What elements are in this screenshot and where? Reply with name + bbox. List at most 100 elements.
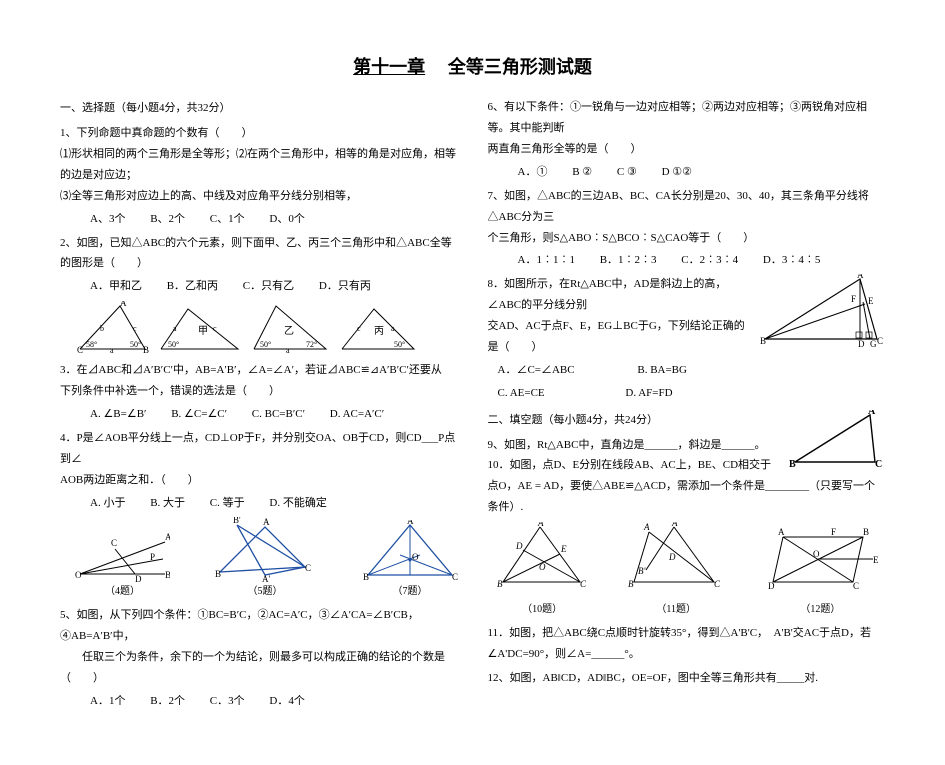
q12-text: 12、如图，AB‖CD，AD‖BC，OE=OF，图中全等三角形共有_____对. [488,672,818,684]
svg-text:A: A [263,517,270,527]
svg-text:O: O [813,549,820,559]
svg-text:D: D [858,339,865,349]
question-8: A BC DG FE 8．如图所示，在Rt△ABC中，AD是斜边上的高，∠ABC… [488,274,886,405]
svg-text:F: F [831,527,836,537]
page-subtitle: 全等三角形测试题 [448,57,592,77]
q8-opt-a: A．∠C=∠ABC [498,360,575,381]
question-6: 6、有以下条件：①一锐角与一边对应相等；②两边对应相等；③两锐角对应相等。其中能… [488,97,886,183]
q2-opt-d: D．只有丙 [319,276,371,297]
q11-figure: A B C A' B' D [624,522,729,592]
question-11: 11．如图，把△ABC绕C点顺时针旋转35°，得到△A'B'C， A'B'交AC… [488,623,886,665]
svg-text:A': A' [671,522,680,528]
q4-caption: （4题） [75,582,170,601]
svg-text:C: C [877,336,883,346]
svg-text:c: c [357,324,361,333]
q7-opt-d: D．3︰4︰5 [763,250,820,271]
svg-text:A: A [868,410,876,417]
question-12: 12、如图，AB‖CD，AD‖BC，OE=OF，图中全等三角形共有_____对. [488,668,886,689]
q2-fig-abc: CAB 58°50° bca [75,301,150,356]
q7-figure: AB CO [360,520,460,582]
svg-text:C: C [77,345,83,355]
q2-fig-jia: 甲 50° ac [158,301,243,356]
q7-opt-b: B．1︰2︰3 [600,250,657,271]
question-2: 2、如图，已知△ABC的六个元素，则下面甲、乙、丙三个三角形中和△ABC全等的图… [60,233,458,357]
svg-text:B: B [363,572,369,582]
svg-text:50°: 50° [168,340,179,349]
right-column: 6、有以下条件：①一锐角与一边对应相等；②两边对应相等；③两锐角对应相等。其中能… [488,94,886,715]
svg-text:a: a [110,346,114,355]
q1-stem: 1、下列命题中真命题的个数有（ ） [60,123,458,144]
q4-stem: 4．P是∠AOB平分线上一点，CD⊥OP于F，并分别交OA、OB于CD，则CD_… [60,428,458,470]
svg-text:50°: 50° [130,340,141,349]
question-5: 5、如图，从下列四个条件：①BC=B′C，②AC=A′C，③∠A′CA=∠B′C… [60,605,458,711]
q7-caption: （7题） [360,582,460,601]
q7-stem: 7、如图，△ABC的三边AB、BC、CA长分别是20、30、40，其三条角平分线… [488,186,886,228]
q6-opt-b: B ② [572,162,592,183]
q8-figure: A BC DG FE [760,274,885,349]
q5-opt-d: D．4个 [269,691,304,712]
q10-11-12-figures: A B C D E O （10题） A B C A' [488,522,886,619]
svg-text:丙: 丙 [374,326,384,337]
svg-text:B: B [497,579,503,589]
q2-opt-a: A．甲和乙 [90,276,142,297]
q3-opt-d: D. AC=A′C′ [330,404,384,425]
question-3: 3．在⊿ABC和⊿A′B′C′中，AB=A′B′，∠A=∠A′，若证⊿ABC≌⊿… [60,360,458,425]
q12-caption: （12题） [763,600,878,619]
q5-stem: 5、如图，从下列四个条件：①BC=B′C，②AC=A′C，③∠A′CA=∠B′C… [60,605,458,647]
svg-text:C: C [875,459,882,470]
q2-figures: CAB 58°50° bca 甲 50° ac 乙 50°72° a [60,301,458,356]
q10-caption: （10题） [495,600,590,619]
q6-stem2: 两直角三角形全等的是（ ） [488,139,886,160]
svg-text:B: B [760,336,766,346]
svg-text:A: A [165,532,170,542]
q4-opt-c: C. 等于 [210,493,245,514]
q4-figure: O AB CD P [75,524,170,582]
svg-text:G: G [870,339,877,349]
q11-l2: ∠A'DC=90°，则∠A=______°。 [488,644,886,665]
q2-fig-bing: 丙 50° ac [339,301,419,356]
svg-text:乙: 乙 [284,325,294,337]
section-a-heading: 一、选择题（每小题4分，共32分） [60,98,458,119]
q5-opt-b: B．2个 [150,691,185,712]
svg-text:a: a [173,324,177,333]
q7-opt-a: A．1︰1︰1 [518,250,575,271]
q10-figure: A B C D E O [495,522,590,592]
q6-stem: 6、有以下条件：①一锐角与一边对应相等；②两边对应相等；③两锐角对应相等。其中能… [488,97,886,139]
q6-opt-c: C ③ [617,162,637,183]
svg-text:D: D [668,552,676,562]
q1-sub1: ⑴形状相同的两个三角形是全等形；⑵在两个三角形中，相等的角是对应角，相等的边是对… [60,144,458,186]
question-1: 1、下列命题中真命题的个数有（ ） ⑴形状相同的两个三角形是全等形；⑵在两个三角… [60,123,458,229]
q4-opt-b: B. 大于 [150,493,185,514]
svg-text:B: B [215,569,221,579]
svg-text:C: C [305,563,311,573]
q3-opt-b: B. ∠C=∠C′ [171,404,227,425]
q8-opt-d: D. AF=FD [625,383,672,404]
svg-text:E: E [868,296,874,306]
svg-text:b: b [100,324,104,333]
chapter-title: 第十一章 [353,57,425,77]
svg-text:E: E [873,555,878,565]
svg-text:B: B [863,527,869,537]
svg-text:A: A [120,301,127,308]
left-column: 一、选择题（每小题4分，共32分） 1、下列命题中真命题的个数有（ ） ⑴形状相… [60,94,458,715]
svg-text:B: B [143,345,149,355]
q3-opt-c: C. BC=B′C′ [252,404,305,425]
svg-text:A: A [407,520,414,526]
svg-text:50°: 50° [394,340,405,349]
svg-text:C: C [853,581,859,591]
q3-opt-a: A. ∠B=∠B′ [90,404,146,425]
q1-opt-a: A、3个 [90,209,125,230]
svg-text:B': B' [233,517,241,525]
svg-text:D: D [135,574,142,582]
q1-opt-c: C、1个 [210,209,245,230]
svg-text:C: C [714,579,721,589]
q1-opt-d: D、0个 [269,209,304,230]
q1-opt-b: B、2个 [150,209,185,230]
svg-text:C: C [111,538,117,548]
q4-opt-a: A. 小于 [90,493,125,514]
q11-caption: （11题） [624,600,729,619]
q11-l1: 11．如图，把△ABC绕C点顺时针旋转35°，得到△A'B'C， A'B'交AC… [488,623,886,644]
q3-stem: 3．在⊿ABC和⊿A′B′C′中，AB=A′B′，∠A=∠A′，若证⊿ABC≌⊿… [60,360,458,381]
q4-5-7-figures: O AB CD P （4题） B'B AC A' （5题） [60,517,458,601]
svg-text:c: c [213,324,217,333]
